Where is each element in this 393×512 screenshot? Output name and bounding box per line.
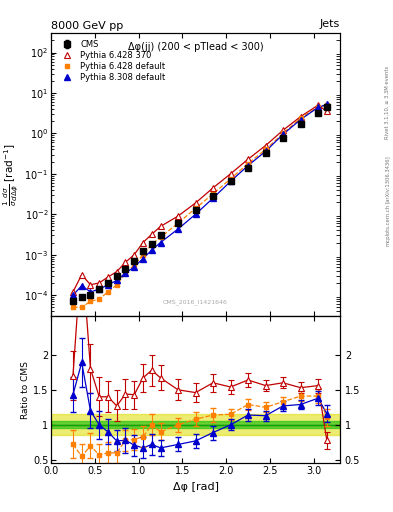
Text: Δφ(jj) (200 < pTlead < 300): Δφ(jj) (200 < pTlead < 300)	[128, 42, 263, 52]
Text: Jets: Jets	[320, 19, 340, 29]
Y-axis label: $\frac{1}{\sigma}\frac{d\sigma}{d\Delta\phi}$ [rad$^{-1}$]: $\frac{1}{\sigma}\frac{d\sigma}{d\Delta\…	[2, 143, 21, 206]
Text: 8000 GeV pp: 8000 GeV pp	[51, 21, 123, 31]
Y-axis label: Ratio to CMS: Ratio to CMS	[21, 361, 30, 419]
X-axis label: Δφ [rad]: Δφ [rad]	[173, 482, 219, 492]
Text: CMS_2016_I1421646: CMS_2016_I1421646	[163, 299, 228, 305]
Legend: CMS, Pythia 6.428 370, Pythia 6.428 default, Pythia 8.308 default: CMS, Pythia 6.428 370, Pythia 6.428 defa…	[55, 37, 168, 84]
Text: [arXiv:1306.3436]: [arXiv:1306.3436]	[385, 155, 390, 203]
Text: Rivet 3.1.10, ≥ 3.3M events: Rivet 3.1.10, ≥ 3.3M events	[385, 66, 390, 139]
Text: mcplots.cern.ch: mcplots.cern.ch	[385, 204, 390, 246]
